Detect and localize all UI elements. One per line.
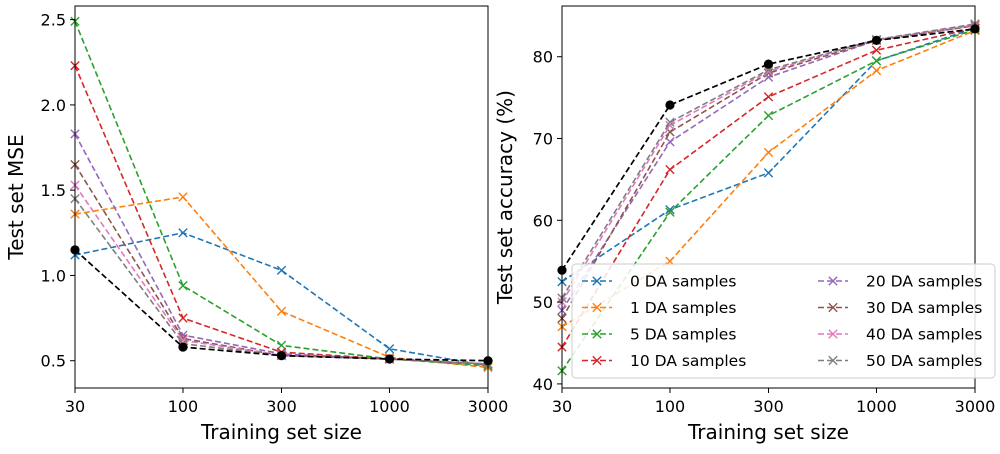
accuracy-y-tick-label: 50 (533, 293, 553, 312)
accuracy-plot-area (557, 19, 980, 376)
accuracy-x-tick-label: 300 (753, 397, 784, 416)
accuracy-chart: 30 100 300 1000 3000 40 50 60 70 80 Training set … (493, 5, 996, 444)
mse-plot-area (70, 16, 493, 373)
legend-label-20-da-samples: 20 DA samples (866, 273, 982, 291)
accuracy-point-10-da-samples (665, 164, 675, 175)
accuracy-x-tick-label: 1000 (856, 397, 897, 416)
accuracy-ticks: 30 100 300 1000 3000 40 50 60 70 80 (533, 48, 996, 416)
legend-label-1-da-samples: 1 DA samples (630, 299, 736, 317)
mse-point-1-da-samples (276, 306, 287, 316)
accuracy-baseline-line (561, 28, 976, 271)
accuracy-point-10-da-samples (763, 92, 774, 102)
mse-ticks: 30 100 300 1000 3000 0.5 1.0 1.5 2.0 2.5 (41, 11, 509, 416)
legend-label-40-da-samples: 40 DA samples (866, 326, 982, 344)
mse-y-tick-label: 0.5 (41, 352, 66, 371)
legend-label-10-da-samples: 10 DA samples (630, 352, 746, 370)
accuracy-x-tick-label: 30 (552, 397, 572, 416)
mse-point-0-da-samples (178, 228, 188, 238)
mse-x-tick-label: 3000 (468, 397, 509, 416)
mse-point-5-da-samples (178, 280, 188, 291)
accuracy-point-50-da-samples (665, 117, 675, 127)
mse-x-tick-label: 1000 (369, 397, 410, 416)
legend-label-50-da-samples: 50 DA samples (866, 352, 982, 370)
accuracy-y-tick-label: 80 (533, 48, 553, 67)
mse-x-tick-label: 100 (168, 397, 199, 416)
mse-y-tick-label: 1.5 (41, 181, 66, 200)
mse-series-line-20-da-samples (74, 133, 489, 365)
mse-baseline-point (276, 350, 287, 361)
accuracy-point-1-da-samples (871, 65, 882, 76)
mse-baseline-point (384, 354, 395, 364)
mse-y-tick-label: 2.0 (41, 96, 66, 115)
accuracy-point-30-da-samples (763, 68, 774, 78)
mse-series-line-0-da-samples (74, 231, 489, 367)
legend-marker-50-da-samples (828, 355, 838, 366)
accuracy-point-5-da-samples (665, 207, 675, 217)
mse-baseline-line (74, 249, 489, 362)
legend-marker-40-da-samples (828, 329, 838, 339)
accuracy-y-tick-label: 70 (533, 130, 553, 149)
accuracy-x-axis-label: Training set size (687, 420, 849, 444)
mse-point-1-da-samples (178, 192, 188, 202)
legend-marker-0-da-samples (592, 276, 602, 286)
legend-marker-20-da-samples (828, 276, 838, 286)
accuracy-point-5-da-samples (763, 110, 774, 121)
mse-series-line-50-da-samples (74, 198, 489, 365)
mse-series-line-5-da-samples (74, 20, 489, 367)
accuracy-point-0-da-samples (763, 168, 774, 178)
accuracy-y-tick-label: 60 (533, 211, 553, 230)
mse-x-axis-label: Training set size (200, 420, 362, 444)
accuracy-baseline-point (871, 35, 882, 45)
mse-series-line-30-da-samples (74, 164, 489, 365)
mse-point-0-da-samples (384, 344, 395, 354)
accuracy-point-5-da-samples (871, 56, 882, 66)
accuracy-series-line-10-da-samples (561, 27, 976, 348)
mse-point-5-da-samples (276, 340, 287, 351)
mse-point-0-da-samples (276, 265, 287, 276)
mse-x-tick-label: 30 (65, 397, 85, 416)
legend-label-30-da-samples: 30 DA samples (866, 299, 982, 317)
mse-y-tick-label: 1.0 (41, 266, 66, 285)
legend-label-0-da-samples: 0 DA samples (630, 273, 736, 291)
accuracy-point-1-da-samples (763, 147, 774, 158)
legend-marker-30-da-samples (828, 302, 838, 313)
accuracy-x-tick-label: 100 (655, 397, 686, 416)
mse-baseline-point (178, 342, 188, 352)
mse-point-10-da-samples (178, 313, 188, 323)
mse-x-tick-label: 300 (266, 397, 297, 416)
legend: 0 DA samples 1 DA samples 5 DA samples 10 D… (571, 263, 996, 379)
mse-axes-frame (74, 5, 489, 389)
accuracy-baseline-point (763, 59, 774, 69)
accuracy-point-0-da-samples (665, 204, 675, 215)
legend-marker-10-da-samples (592, 355, 602, 366)
mse-series-line-10-da-samples (74, 65, 489, 365)
mse-chart: 30 100 300 1000 3000 0.5 1.0 1.5 2.0 2.5 Training… (4, 5, 509, 444)
mse-y-tick-label: 2.5 (41, 11, 66, 30)
accuracy-y-tick-label: 40 (533, 375, 553, 394)
legend-frame (571, 263, 996, 379)
accuracy-point-10-da-samples (871, 45, 882, 55)
accuracy-point-20-da-samples (665, 137, 675, 147)
legend-marker-5-da-samples (592, 329, 602, 339)
mse-y-axis-label: Test set MSE (4, 134, 28, 260)
accuracy-baseline-point (665, 100, 675, 110)
legend-label-5-da-samples: 5 DA samples (630, 326, 736, 344)
legend-marker-1-da-samples (592, 302, 602, 313)
accuracy-y-axis-label: Test set accuracy (%) (493, 90, 517, 305)
accuracy-x-tick-label: 3000 (955, 397, 996, 416)
mse-point-40-da-samples (178, 335, 188, 345)
